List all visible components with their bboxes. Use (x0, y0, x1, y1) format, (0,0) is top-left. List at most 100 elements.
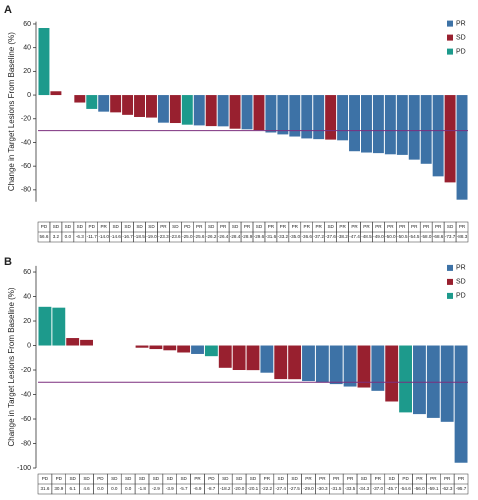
value-label: -26.2 (206, 234, 217, 239)
response-label: PD (402, 476, 409, 481)
bar (204, 345, 218, 357)
value-label: 0.0 (111, 486, 118, 491)
response-label: SD (256, 224, 263, 229)
bar (232, 345, 246, 371)
bar (122, 95, 134, 115)
response-label: PR (458, 476, 465, 481)
legend-label: PR (456, 265, 466, 272)
value-label: 6.1 (69, 486, 76, 491)
bar (66, 338, 80, 346)
value-label: -27.4 (275, 486, 286, 491)
bar (372, 95, 384, 154)
value-label: -20.0 (234, 486, 245, 491)
y-tick-label: 40 (23, 45, 31, 52)
bar (163, 345, 177, 351)
value-label: -28.9 (242, 234, 253, 239)
response-label: PR (363, 224, 370, 229)
response-label: SD (136, 224, 143, 229)
bar (80, 339, 93, 346)
bar (217, 95, 229, 127)
value-label: 4.6 (83, 486, 90, 491)
response-label: SD (291, 476, 298, 481)
response-label: SD (153, 476, 160, 481)
response-label: SD (208, 224, 215, 229)
y-tick-label: -60 (21, 416, 31, 423)
response-label: PR (375, 224, 382, 229)
response-label: PR (399, 224, 406, 229)
value-label: -14.6 (110, 234, 121, 239)
legend-swatch (447, 20, 453, 27)
response-label: SD (112, 224, 119, 229)
response-label: PD (41, 224, 48, 229)
bar (444, 95, 456, 183)
value-label: -49.0 (373, 234, 384, 239)
response-label: PR (268, 224, 275, 229)
y-tick-label: -100 (17, 465, 31, 472)
legend-swatch (447, 34, 453, 41)
bar (289, 95, 301, 137)
y-tick-label: 20 (23, 68, 31, 75)
bar (302, 345, 315, 382)
response-label: SD (180, 476, 187, 481)
response-label: SD (65, 224, 72, 229)
value-label: -6.3 (76, 234, 84, 239)
response-label: PD (42, 476, 49, 481)
response-label: PD (184, 224, 191, 229)
response-label: PR (435, 224, 442, 229)
bar (349, 95, 360, 152)
response-label: PR (423, 224, 430, 229)
value-label: -8.7 (207, 486, 215, 491)
value-label: 56.6 (39, 234, 48, 239)
value-label: -2.9 (152, 486, 160, 491)
bar (274, 345, 288, 380)
value-label: 3.2 (53, 234, 60, 239)
y-tick-label: 60 (23, 21, 31, 28)
value-label: 0.0 (65, 234, 72, 239)
bar (181, 95, 193, 125)
value-label: -37.2 (313, 234, 324, 239)
bar (371, 345, 385, 391)
value-label: -54.5 (409, 234, 420, 239)
bar (325, 95, 337, 140)
bar (454, 345, 468, 463)
y-tick-label: -80 (21, 187, 31, 194)
value-label: 0.0 (125, 486, 132, 491)
response-label: SD (222, 476, 229, 481)
response-label: PD (208, 476, 215, 481)
value-label: -54.6 (400, 486, 411, 491)
bar (313, 95, 325, 140)
bar (265, 95, 277, 133)
bar (301, 95, 313, 139)
legend-swatch (447, 264, 453, 271)
response-label: SD (172, 224, 179, 229)
value-label: -88.3 (457, 234, 468, 239)
legend-label: PD (456, 293, 466, 300)
bar (420, 95, 432, 164)
response-label: PR (292, 224, 299, 229)
value-label: -48.5 (361, 234, 372, 239)
y-tick-label: 20 (23, 318, 31, 325)
response-label: PR (387, 224, 394, 229)
bar (169, 95, 181, 124)
legend-label: SD (456, 34, 466, 41)
response-label: SD (278, 476, 285, 481)
value-label: -16.7 (122, 234, 133, 239)
bar (343, 345, 357, 387)
value-label: -47.4 (349, 234, 360, 239)
bar (134, 95, 145, 117)
bar (218, 345, 232, 368)
response-label: PR (100, 224, 107, 229)
bar (384, 95, 396, 155)
response-label: SD (236, 476, 243, 481)
bar (288, 345, 302, 380)
value-label: -56.0 (414, 486, 425, 491)
response-label: PR (160, 224, 167, 229)
response-label: PD (89, 224, 96, 229)
response-label: PR (244, 224, 251, 229)
response-label: PR (264, 476, 271, 481)
value-label: 30.9 (54, 486, 63, 491)
response-label: PR (304, 224, 311, 229)
response-label: SD (83, 476, 90, 481)
bar (241, 95, 253, 130)
